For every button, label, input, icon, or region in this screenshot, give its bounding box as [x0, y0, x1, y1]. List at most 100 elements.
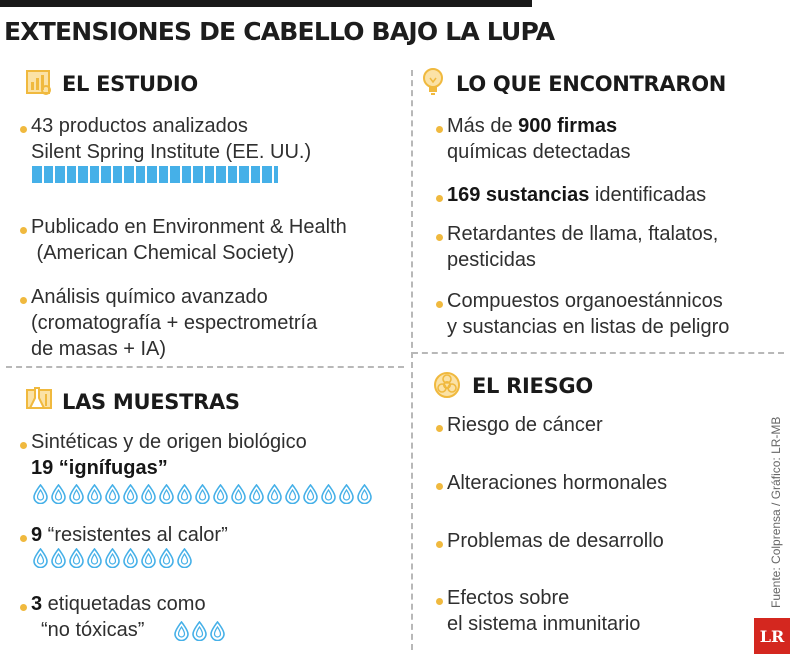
item-bold-text: 900 firmas [518, 115, 618, 137]
item-text: Silent Spring Institute (EE. UU.) [31, 141, 312, 163]
product-square [89, 166, 99, 183]
drop-icon [141, 548, 156, 568]
drop-icon [51, 548, 66, 568]
page-title: EXTENSIONES DE CABELLO BAJO LA LUPA [4, 17, 555, 46]
item-text: químicas detectadas [447, 141, 631, 163]
bullet-icon [436, 425, 443, 432]
list-item: Alteraciones hormonales [447, 472, 668, 494]
drop-icon [177, 484, 192, 504]
item-text: pesticidas [447, 249, 536, 271]
item-text: (American Chemical Society) [31, 242, 295, 264]
drop-icon [159, 548, 174, 568]
drop-icon [141, 484, 156, 504]
source-credit: Fuente: Colprensa / Gráfico: LR-MB [769, 416, 783, 608]
product-square [66, 166, 76, 183]
no-toxicas-drops [173, 621, 226, 641]
product-square [124, 166, 134, 183]
list-item: Efectos sobre el sistema inmunitario [447, 585, 640, 637]
lightbulb-icon [423, 68, 443, 95]
list-item: 43 productos analizados Silent Spring In… [31, 113, 311, 165]
top-bar [0, 0, 532, 7]
drop-icon [174, 621, 189, 641]
item-text: “no tóxicas” [41, 619, 145, 641]
drop-icon [159, 484, 174, 504]
section-heading-riesgo: EL RIESGO [472, 374, 593, 398]
drop-icon [87, 484, 102, 504]
item-text: Análisis químico avanzado [31, 286, 268, 308]
products-bar [32, 166, 278, 183]
product-square [239, 166, 249, 183]
left-horizontal-divider [6, 366, 404, 368]
product-square [273, 166, 278, 183]
drop-icon [213, 484, 228, 504]
product-square [216, 166, 226, 183]
product-square [158, 166, 168, 183]
item-text: de masas + IA) [31, 338, 167, 360]
section-heading-muestras: LAS MUESTRAS [62, 390, 240, 414]
item-text: Retardantes de llama, ftalatos, [447, 223, 719, 245]
item-text: Publicado en Environment & Health [31, 216, 347, 238]
bullet-icon [436, 483, 443, 490]
bullet-icon [436, 301, 443, 308]
bullet-icon [436, 126, 443, 133]
bullet-icon [436, 541, 443, 548]
product-square [250, 166, 260, 183]
item-bold-text: 19 “ignífugas” [31, 457, 168, 479]
item-text: Efectos sobre [447, 587, 570, 609]
item-text: el sistema inmunitario [447, 613, 641, 635]
product-square [204, 166, 214, 183]
lr-logo: LR [754, 618, 790, 654]
bullet-icon [20, 297, 27, 304]
bullet-icon [436, 195, 443, 202]
drop-icon [231, 484, 246, 504]
item-bold-text: 9 [31, 524, 43, 546]
bullet-icon [20, 535, 27, 542]
drop-icon [51, 484, 66, 504]
list-item: Publicado en Environment & Health (Ameri… [31, 214, 347, 266]
resistentes-drops [32, 548, 193, 568]
list-item: 9 “resistentes al calor” [31, 522, 228, 548]
ignifugas-drops [32, 484, 373, 504]
product-square [147, 166, 157, 183]
section-heading-encontraron: LO QUE ENCONTRARON [456, 72, 727, 96]
lab-flask-icon [26, 387, 52, 409]
drop-icon [357, 484, 372, 504]
product-square [227, 166, 237, 183]
list-item: Riesgo de cáncer [447, 414, 603, 436]
bullet-icon [20, 126, 27, 133]
right-horizontal-divider [412, 352, 784, 354]
bullet-icon [20, 227, 27, 234]
item-text: (cromatografía + espectrometría [31, 312, 318, 334]
drop-icon [177, 548, 192, 568]
product-square [112, 166, 122, 183]
drop-icon [105, 548, 120, 568]
section-heading-estudio: EL ESTUDIO [62, 72, 198, 96]
drop-icon [195, 484, 210, 504]
product-square [101, 166, 111, 183]
biohazard-icon [434, 372, 460, 398]
drop-icon [123, 484, 138, 504]
drop-icon [69, 484, 84, 504]
item-text: Compuestos organoestánnicos [447, 290, 723, 312]
chart-clipboard-icon [26, 70, 51, 95]
list-item: 169 sustancias identificadas [447, 182, 706, 208]
drop-icon [267, 484, 282, 504]
bullet-icon [20, 604, 27, 611]
product-square [193, 166, 203, 183]
list-item: Análisis químico avanzado (cromatografía… [31, 284, 317, 362]
vertical-divider [411, 70, 413, 650]
drop-icon [33, 484, 48, 504]
product-square [32, 166, 42, 183]
item-bold-text: 169 sustancias [447, 184, 590, 206]
bullet-icon [20, 442, 27, 449]
drop-icon [285, 484, 300, 504]
product-square [262, 166, 272, 183]
drop-icon [123, 548, 138, 568]
product-square [55, 166, 65, 183]
item-text: identificadas [589, 184, 707, 206]
list-item: Sintéticas y de origen biológico 19 “ign… [31, 429, 307, 481]
item-text: Más de [447, 115, 519, 137]
item-text: etiquetadas como [42, 593, 206, 615]
item-text: 43 productos analizados [31, 115, 248, 137]
product-square [43, 166, 53, 183]
